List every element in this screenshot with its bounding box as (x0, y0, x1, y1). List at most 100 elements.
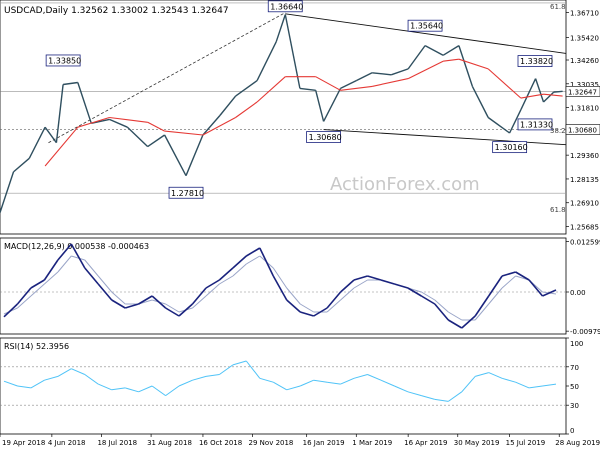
price-tick-label: 1.26910 (570, 200, 599, 208)
rsi-line-segment (17, 385, 31, 389)
support-price-box (565, 124, 600, 135)
price-panel-frame (0, 0, 567, 235)
macd-line-segment (420, 295, 436, 305)
macd-line-segment (111, 299, 126, 309)
macd-line-segment (542, 289, 557, 297)
price-segment (322, 88, 342, 122)
rsi-line-segment (259, 377, 274, 383)
annotation-label: 1.27810 (171, 189, 204, 198)
macd-line-segment (515, 271, 530, 281)
annotation-box (267, 0, 303, 13)
macd-signal-segment (44, 271, 59, 285)
price-tick-label: 1.36710 (570, 9, 599, 17)
moving-average-series (44, 58, 563, 167)
rsi-line-segment (219, 364, 234, 375)
macd-line-segment (394, 283, 409, 289)
macd-line-segment (16, 287, 32, 305)
price-segment (284, 14, 301, 89)
macd-signal-segment (474, 303, 490, 321)
macd-signal-segment (111, 291, 126, 305)
macd-line-segment (367, 275, 382, 281)
price-segment (235, 80, 258, 97)
macd-line-segment (205, 279, 220, 289)
rsi-line-segment (165, 385, 180, 397)
macd-line-segment (299, 311, 314, 317)
moving-average-segment (543, 93, 563, 97)
rsi-line-segment (313, 379, 328, 383)
rsi-tick-label: 70 (570, 364, 579, 372)
macd-line-segment (97, 283, 113, 301)
rsi-line-segment (98, 383, 112, 391)
macd-line-segment (272, 275, 288, 301)
macd-line-segment (447, 319, 463, 329)
moving-average-segment (443, 58, 459, 62)
price-segment (534, 78, 545, 103)
rsi-line-segment (300, 379, 314, 387)
price-segment (0, 171, 15, 213)
rsi-line-segment (475, 372, 489, 377)
moving-average-segment (520, 93, 544, 99)
annotation-box (517, 118, 553, 131)
macd-line-segment (245, 247, 261, 257)
price-tick-label: 1.29360 (570, 152, 599, 160)
rsi-line-segment (30, 379, 45, 389)
annotation-box (492, 141, 528, 154)
macd-line-segment (232, 255, 247, 269)
macd-title: MACD(12,26,9) 0.000538 -0.000463 (4, 242, 149, 251)
macd-line-segment (501, 271, 516, 277)
annotation-label: 1.30160 (495, 143, 528, 152)
annotation-box (168, 186, 204, 199)
macd-signal-segment (232, 263, 247, 277)
macd-signal-segment (30, 283, 45, 297)
fib-level-mid: 38.2 (550, 127, 566, 135)
price-tick-label: 1.28135 (570, 176, 599, 184)
macd-line-segment (43, 259, 59, 281)
annotation-label: 1.36640 (270, 2, 303, 11)
price-tick-label: 1.33035 (570, 81, 599, 89)
macd-panel-frame (0, 237, 567, 335)
moving-average-segment (202, 117, 236, 136)
macd-line-segment (326, 291, 342, 309)
annotation-box (45, 54, 81, 67)
macd-signal-segment (434, 299, 449, 313)
date-tick-label: 18 Jul 2018 (97, 439, 137, 447)
date-tick-label: 16 Apr 2019 (404, 439, 447, 447)
moving-average-segment (44, 126, 79, 167)
price-segment (520, 78, 537, 110)
price-segment (55, 84, 64, 143)
price-annotations: 1.33850 1.36640 1.35640 1.33820 1.31330 1.306… (45, 0, 553, 199)
annotation-box (517, 55, 553, 67)
rsi-axis-ticks: 100 70 50 30 0 (566, 337, 583, 435)
rsi-line-segment (192, 375, 207, 381)
annotation-label: 1.31330 (520, 120, 553, 129)
rsi-line-segment (394, 385, 409, 393)
date-tick-label: 1 Mar 2019 (352, 439, 392, 447)
rsi-line-segment (178, 379, 193, 387)
rsi-line-segment (84, 374, 99, 385)
rsi-line-segment (125, 387, 139, 393)
price-segment (442, 45, 460, 56)
macd-line-segment (178, 303, 194, 317)
fib-level-bottom: 61.8 (550, 206, 566, 214)
macd-signal-segment (71, 255, 85, 261)
price-segment (44, 126, 57, 144)
moving-average-segment (77, 116, 110, 128)
date-tick-label: 19 Apr 2018 (2, 439, 45, 447)
macd-signal-segment (192, 295, 207, 309)
price-segment (109, 118, 128, 128)
macd-tick-label: -0.00979 (570, 328, 600, 336)
price-chart-title: USDCAD,Daily 1.32562 1.33002 1.32543 1.3… (4, 6, 229, 16)
rsi-line-segment (138, 385, 153, 393)
moving-average-segment (407, 60, 444, 80)
price-segment (355, 72, 373, 82)
macd-signal-segment (501, 275, 516, 289)
macd-line-segment (84, 267, 99, 285)
rsi-line-segment (286, 385, 301, 391)
macd-line-segment (407, 287, 422, 297)
price-segment (471, 86, 489, 118)
rsi-panel: RSI(14) 52.3956 100 70 50 30 0 (0, 337, 583, 435)
moving-average-segment (458, 58, 489, 70)
macd-line-segment (313, 307, 328, 317)
macd-line-segment (474, 295, 490, 317)
